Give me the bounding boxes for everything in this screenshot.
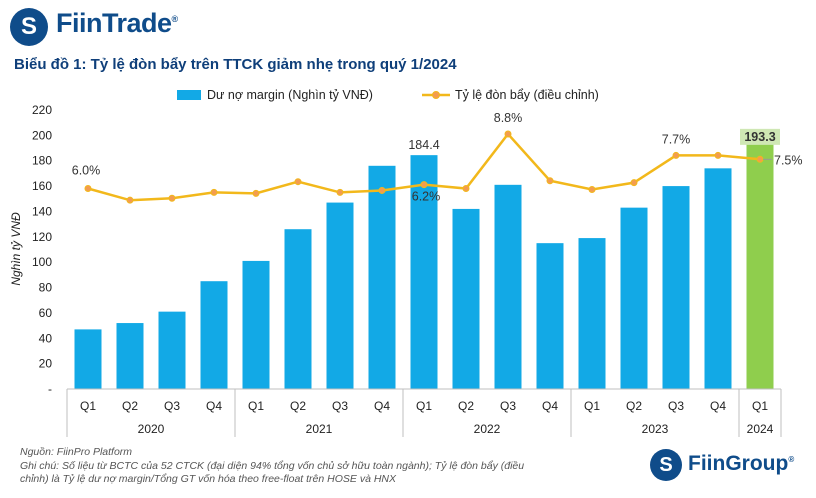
x-tick-label: Q4 (710, 399, 726, 413)
x-year-label: 2024 (747, 422, 774, 436)
leverage-point-12 (588, 185, 596, 193)
leverage-point-5 (294, 178, 302, 186)
bar-16 (746, 143, 774, 389)
fiingroup-logo-icon: S (650, 449, 682, 481)
fiingroup-logo-text: FiinGroup® (688, 452, 795, 475)
y-tick-label: 200 (32, 128, 52, 142)
fiintrade-logo: S FiinTrade® (10, 6, 220, 48)
y-tick-label: 40 (39, 331, 53, 345)
y-tick-label: 180 (32, 154, 52, 168)
leverage-point-4 (252, 189, 260, 197)
leverage-point-6 (336, 188, 344, 196)
leverage-point-1 (126, 196, 134, 204)
line-label-0: 6.0% (72, 164, 101, 178)
bar-15 (704, 168, 732, 389)
bar-label-16: 193.3 (744, 130, 775, 144)
bar-4 (242, 260, 270, 389)
x-tick-label: Q1 (752, 399, 768, 413)
legend-line-marker (432, 91, 440, 99)
leverage-point-7 (378, 186, 386, 194)
fiintrade-logo-icon: S (10, 8, 48, 46)
bar-3 (200, 281, 228, 389)
bar-7 (368, 165, 396, 389)
fiingroup-logo: S FiinGroup® (650, 448, 810, 482)
y-axis-title: Nghìn tỷ VNĐ (9, 212, 23, 286)
bar-14 (662, 186, 690, 389)
x-tick-label: Q1 (416, 399, 432, 413)
leverage-point-0 (84, 185, 92, 193)
x-tick-label: Q2 (458, 399, 474, 413)
bar-10 (494, 184, 522, 389)
line-label-8: 6.2% (412, 190, 441, 204)
bar-1 (116, 323, 144, 389)
bar-label-8: 184.4 (408, 138, 439, 152)
x-tick-label: Q3 (164, 399, 180, 413)
footer-note-line1: Ghi chú: Số liệu từ BCTC của 52 CTCK (đạ… (20, 460, 525, 472)
x-tick-label: Q2 (626, 399, 642, 413)
bar-2 (158, 311, 186, 389)
bar-12 (578, 238, 606, 389)
chart-title: Biểu đồ 1: Tỷ lệ đòn bẩy trên TTCK giảm … (14, 56, 457, 73)
bar-5 (284, 229, 312, 389)
bar-13 (620, 207, 648, 389)
bar-9 (452, 208, 480, 389)
x-tick-label: Q4 (206, 399, 222, 413)
leverage-point-8 (420, 181, 428, 189)
x-year-label: 2023 (642, 422, 669, 436)
x-tick-label: Q3 (668, 399, 684, 413)
x-year-label: 2022 (474, 422, 501, 436)
line-label-14: 7.7% (662, 132, 691, 146)
y-tick-label: 220 (32, 103, 52, 117)
y-tick-label: 140 (32, 204, 52, 218)
fiintrade-logo-text: FiinTrade® (56, 8, 178, 38)
line-label-10: 8.8% (494, 111, 523, 125)
bar-11 (536, 243, 564, 389)
y-tick-label: 100 (32, 255, 52, 269)
legend-bar-swatch (177, 90, 201, 100)
y-tick-label: 120 (32, 230, 52, 244)
footer-source: Nguồn: FiinPro Platform (20, 446, 133, 458)
leverage-point-10 (504, 130, 512, 138)
bar-8 (410, 155, 438, 389)
leverage-point-16 (756, 155, 764, 163)
leverage-point-15 (714, 151, 722, 159)
leverage-point-3 (210, 188, 218, 196)
y-tick-label: - (48, 382, 52, 396)
leverage-point-2 (168, 194, 176, 202)
bar-label-bg (740, 128, 780, 145)
bar-0 (74, 329, 102, 389)
line-label-16: 7.5% (774, 153, 803, 167)
y-tick-label: 80 (39, 281, 53, 295)
leverage-point-11 (546, 177, 554, 185)
x-tick-label: Q4 (374, 399, 390, 413)
bar-6 (326, 202, 354, 389)
x-tick-label: Q2 (122, 399, 138, 413)
y-tick-label: 20 (39, 357, 53, 371)
footer-note-line2: chỉnh) là Tỷ lệ dư nợ margin/Tổng GT vốn… (20, 473, 397, 485)
x-tick-label: Q3 (332, 399, 348, 413)
y-tick-label: 60 (39, 306, 53, 320)
leverage-point-9 (462, 185, 470, 193)
leverage-point-13 (630, 179, 638, 187)
x-year-label: 2021 (306, 422, 333, 436)
y-tick-label: 160 (32, 179, 52, 193)
legend-bar-label: Dư nợ margin (Nghìn tỷ VNĐ) (207, 88, 373, 102)
x-tick-label: Q1 (248, 399, 264, 413)
leverage-point-14 (672, 151, 680, 159)
x-tick-label: Q3 (500, 399, 516, 413)
x-tick-label: Q2 (290, 399, 306, 413)
x-tick-label: Q1 (584, 399, 600, 413)
legend-line-label: Tỷ lệ đòn bẩy (điều chỉnh) (455, 88, 599, 102)
x-tick-label: Q1 (80, 399, 96, 413)
x-year-label: 2020 (138, 422, 165, 436)
x-tick-label: Q4 (542, 399, 558, 413)
